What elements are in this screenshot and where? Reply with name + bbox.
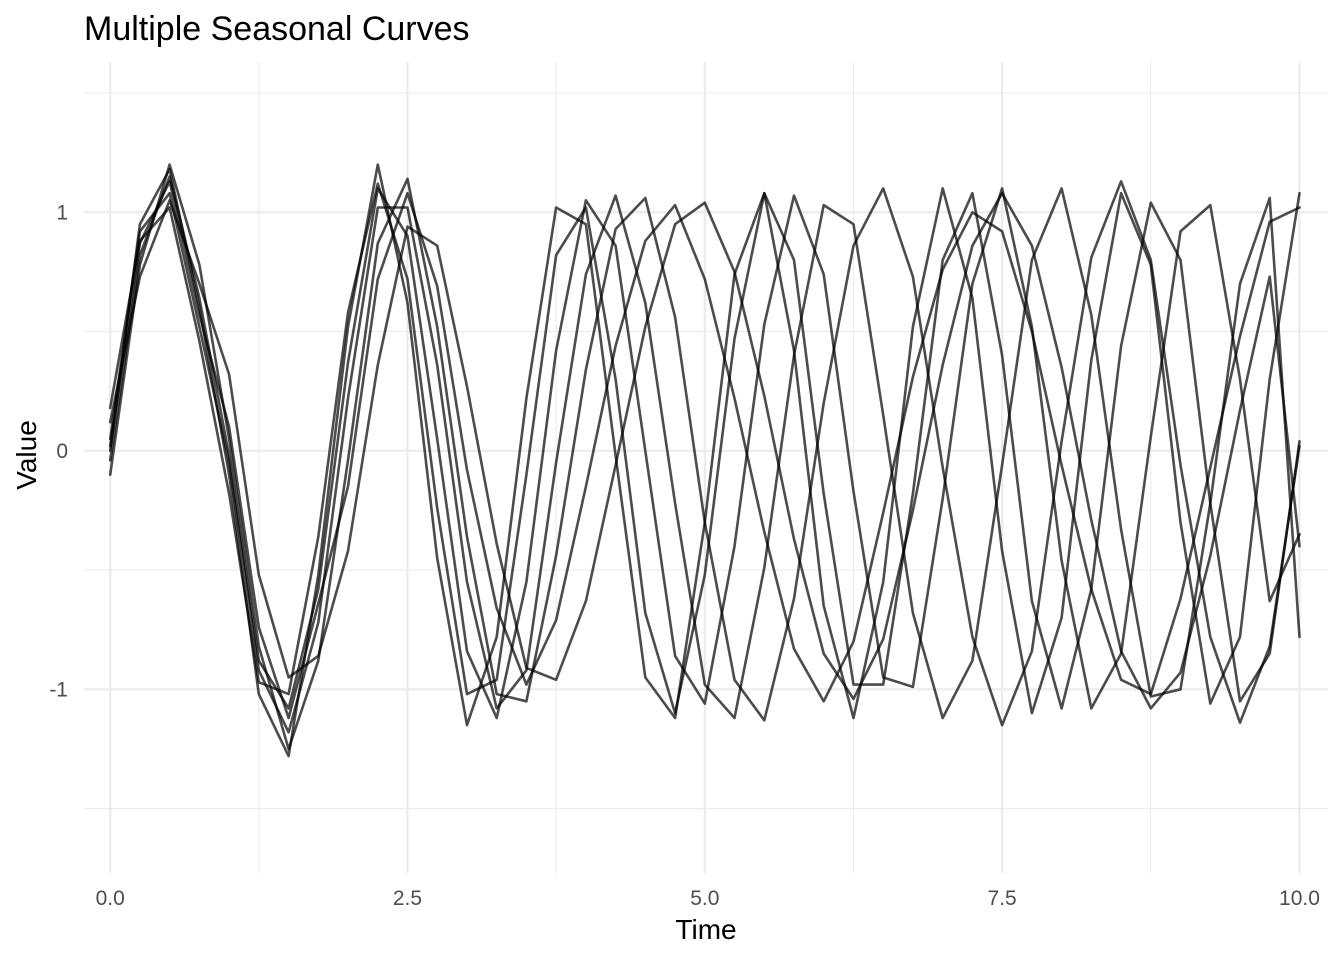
x-tick-label: 7.5 — [988, 887, 1017, 910]
y-tick-label: 1 — [56, 201, 68, 224]
y-tick-label: 0 — [56, 440, 68, 463]
x-tick-label: 0.0 — [96, 887, 125, 910]
series-line-7 — [108, 163, 1301, 758]
chart-title: Multiple Seasonal Curves — [84, 10, 470, 48]
grid — [84, 62, 1328, 873]
y-axis-ticks: -1 0 1 — [49, 201, 68, 701]
series-line-6 — [108, 182, 1301, 715]
x-tick-label: 10.0 — [1279, 887, 1320, 910]
x-axis-ticks: 0.0 2.5 5.0 7.5 10.0 — [96, 887, 1320, 910]
x-axis-title: Time — [675, 914, 736, 945]
y-tick-label: -1 — [49, 678, 68, 701]
x-tick-label: 2.5 — [393, 887, 422, 910]
y-axis-title: Value — [11, 420, 42, 490]
x-tick-label: 5.0 — [690, 887, 719, 910]
series-line-4 — [108, 187, 1301, 734]
series-group — [108, 163, 1301, 758]
